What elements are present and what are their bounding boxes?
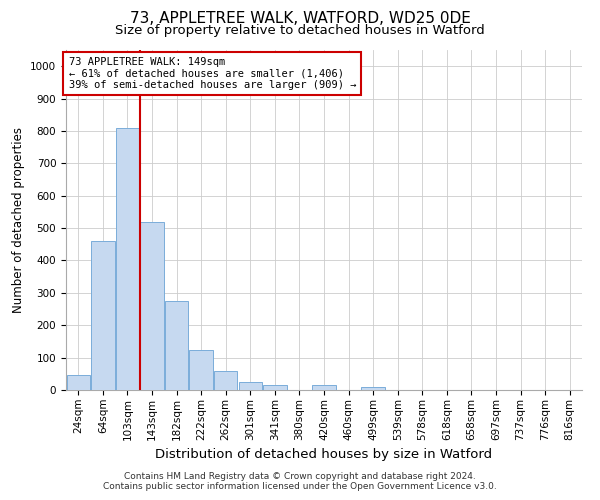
Bar bbox=[140, 222, 164, 390]
Y-axis label: Number of detached properties: Number of detached properties bbox=[11, 127, 25, 313]
Bar bbox=[67, 376, 90, 390]
Bar bbox=[239, 382, 262, 390]
Bar bbox=[91, 241, 115, 390]
Text: 73 APPLETREE WALK: 149sqm
← 61% of detached houses are smaller (1,406)
39% of se: 73 APPLETREE WALK: 149sqm ← 61% of detac… bbox=[68, 57, 356, 90]
Text: Contains HM Land Registry data © Crown copyright and database right 2024.
Contai: Contains HM Land Registry data © Crown c… bbox=[103, 472, 497, 491]
Bar bbox=[165, 301, 188, 390]
Text: Size of property relative to detached houses in Watford: Size of property relative to detached ho… bbox=[115, 24, 485, 37]
Text: 73, APPLETREE WALK, WATFORD, WD25 0DE: 73, APPLETREE WALK, WATFORD, WD25 0DE bbox=[130, 11, 470, 26]
Bar bbox=[190, 350, 213, 390]
X-axis label: Distribution of detached houses by size in Watford: Distribution of detached houses by size … bbox=[155, 448, 493, 461]
Bar bbox=[361, 387, 385, 390]
Bar bbox=[116, 128, 139, 390]
Bar bbox=[313, 385, 335, 390]
Bar bbox=[214, 370, 238, 390]
Bar bbox=[263, 385, 287, 390]
